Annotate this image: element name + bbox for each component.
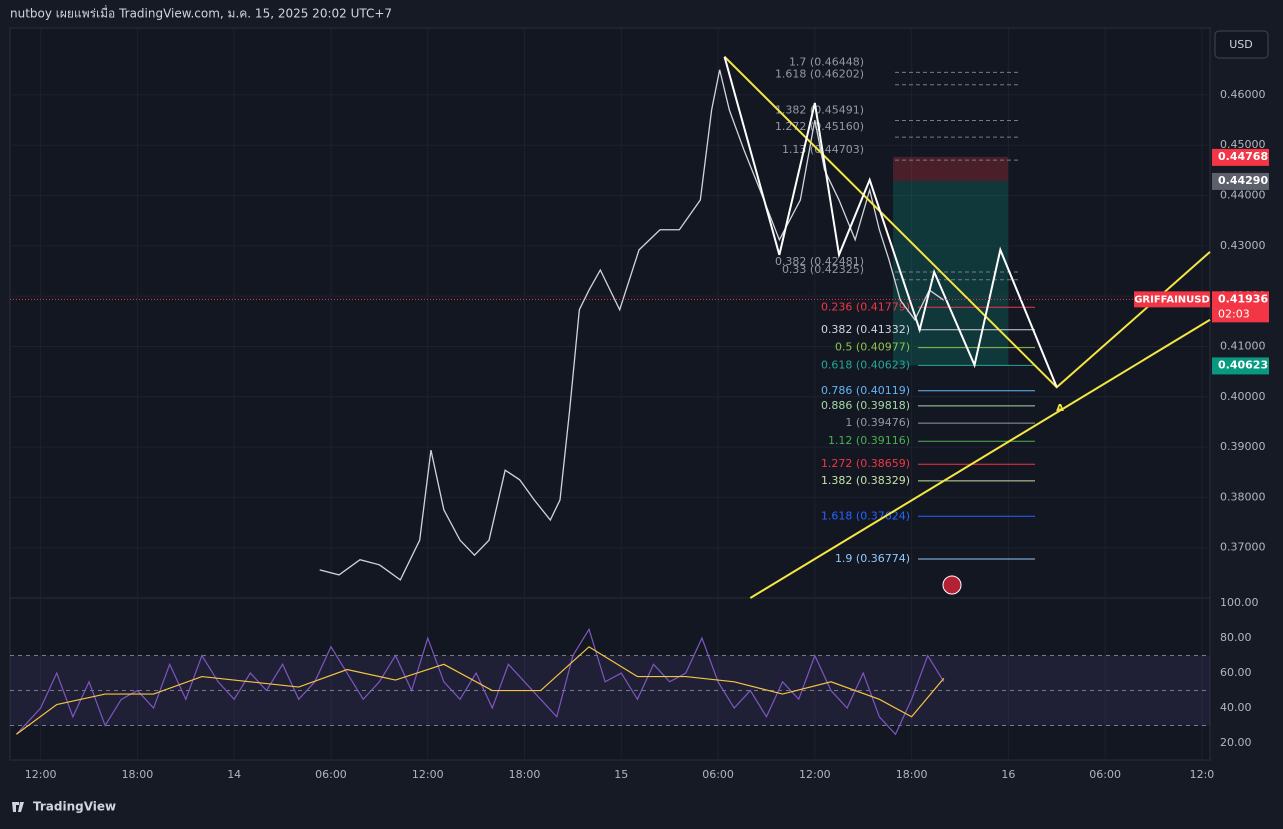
pattern-drawing — [723, 56, 1058, 388]
fib-label: 1.272 (0.38659) — [821, 457, 910, 470]
x-tick-label: 06:00 — [702, 768, 734, 781]
fib-label: 0.786 (0.40119) — [821, 384, 910, 397]
position-zone — [893, 156, 1008, 181]
countdown: 02:03 — [1218, 307, 1250, 320]
price-tag-label: 0.41936 — [1218, 292, 1268, 305]
price-tag — [1212, 357, 1269, 375]
price-tag — [1212, 172, 1269, 190]
x-tick-label: 12:00 — [412, 768, 444, 781]
fib-label: 0.618 (0.40623) — [821, 358, 910, 371]
y-tick-label: 0.38000 — [1220, 490, 1266, 503]
fib-label: 0.382 (0.41332) — [821, 323, 910, 336]
y-tick-label: 0.39000 — [1220, 440, 1266, 453]
rsi-line — [16, 646, 945, 735]
symbol-tag — [1134, 291, 1210, 308]
footer-logo: TradingView — [33, 800, 116, 814]
price-line — [319, 69, 945, 581]
y-tick-label: 0.43000 — [1220, 239, 1266, 252]
fib-label: 0.382 (0.42481) — [775, 255, 864, 268]
x-tick-label: 18:00 — [122, 768, 154, 781]
price-tag — [1212, 148, 1269, 166]
logo-icon — [12, 802, 24, 812]
y-tick-label: 20.00 — [1220, 736, 1252, 749]
fib-label: 1.12 (0.39116) — [828, 434, 910, 447]
y-tick-label: 80.00 — [1220, 631, 1252, 644]
event-icon — [942, 575, 962, 595]
y-tick-label: 40.00 — [1220, 701, 1252, 714]
plot-area — [9, 27, 1211, 761]
x-tick-label: 14 — [227, 768, 241, 781]
fib-label: 1.618 (0.46202) — [775, 68, 864, 81]
x-tick-label: 18:00 — [896, 768, 928, 781]
annotation: A — [1056, 403, 1064, 414]
fib-label: 0.33 (0.42325) — [782, 263, 864, 276]
fib-label: 1.9 (0.36774) — [835, 552, 910, 565]
y-tick-label: 0.40000 — [1220, 390, 1266, 403]
fib-label: 0.886 (0.39818) — [821, 399, 910, 412]
y-tick-label: 100.00 — [1220, 596, 1259, 609]
fib-label: 0.236 (0.41779) — [821, 300, 910, 313]
x-tick-label: 16 — [1001, 768, 1015, 781]
x-tick-label: 12:00 — [799, 768, 831, 781]
price-tag-label: 0.44768 — [1218, 150, 1268, 163]
x-tick-label: 06:00 — [315, 768, 347, 781]
rsi-line — [16, 627, 945, 736]
price-tag-label: 0.40623 — [1218, 358, 1268, 371]
y-tick-label: 0.45000 — [1220, 138, 1266, 151]
x-tick-label: 18:00 — [509, 768, 541, 781]
y-tick-label: 0.44000 — [1220, 189, 1266, 202]
position-zone — [893, 180, 1008, 366]
fib-label: 1 (0.39476) — [845, 416, 910, 429]
y-tick-label: 0.46000 — [1220, 88, 1266, 101]
currency-button[interactable] — [1214, 30, 1269, 59]
header: nutboy เผยแพร่เมื่อ TradingView.com, ม.ค… — [10, 5, 392, 21]
pattern-drawing — [749, 318, 1211, 599]
x-tick-label: 12:00 — [25, 768, 57, 781]
currency-label: USD — [1229, 38, 1253, 51]
fib-label: 1.382 (0.45491) — [775, 104, 864, 117]
y-tick-label: 0.37000 — [1220, 541, 1266, 554]
y-tick-label: 0.41000 — [1220, 339, 1266, 352]
fib-label: 1.7 (0.46448) — [789, 55, 864, 68]
price-tag — [1212, 291, 1269, 323]
fib-label: 1.382 (0.38329) — [821, 474, 910, 487]
fib-label: 1.618 (0.37624) — [821, 509, 910, 522]
symbol-label: GRIFFAINUSD — [1134, 294, 1210, 305]
fib-label: 0.5 (0.40977) — [835, 341, 910, 354]
x-tick-label: 15 — [614, 768, 628, 781]
price-tag-label: 0.44290 — [1218, 174, 1268, 187]
x-tick-label: 12:0 — [1190, 768, 1215, 781]
x-tick-label: 06:00 — [1089, 768, 1121, 781]
y-tick-label: 60.00 — [1220, 666, 1252, 679]
